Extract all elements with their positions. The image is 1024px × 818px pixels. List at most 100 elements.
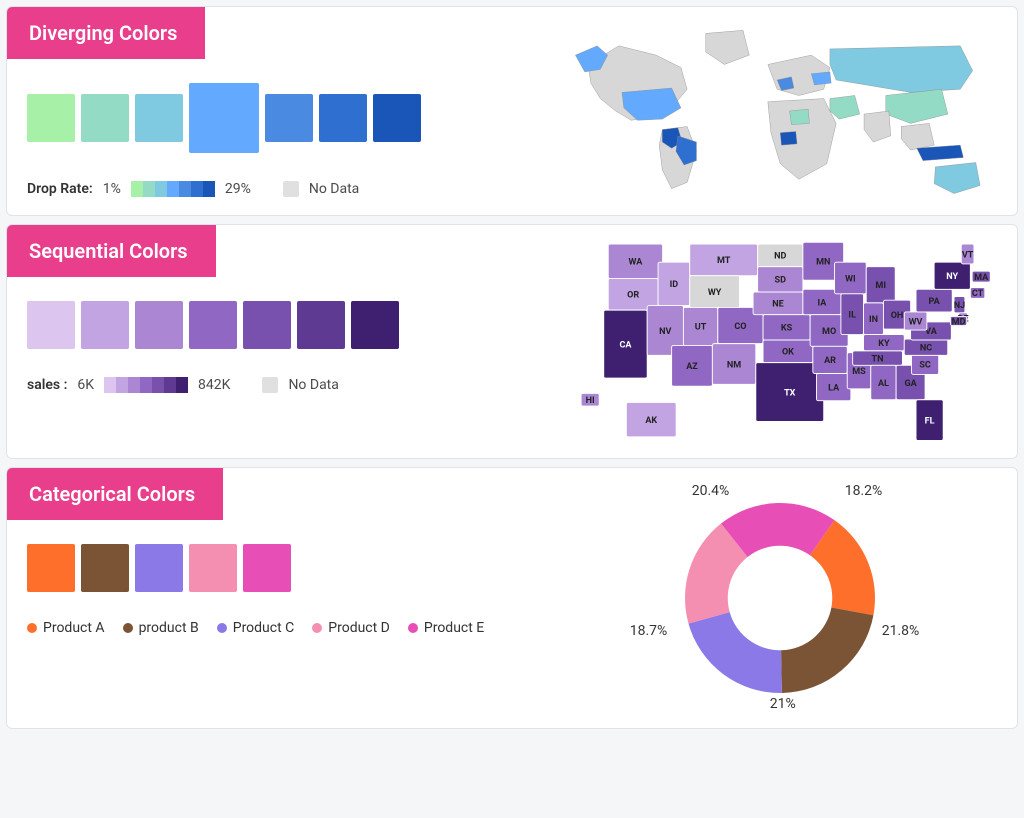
diverging-title: Diverging Colors bbox=[7, 7, 205, 59]
state-label-SC: SC bbox=[919, 361, 931, 371]
legend-dot bbox=[408, 623, 418, 633]
panel-categorical: Categorical Colors Product Aproduct BPro… bbox=[6, 467, 1018, 729]
legend-item: Product D bbox=[312, 620, 390, 636]
panel-diverging-inner: Diverging Colors Drop Rate: 1% 29% No Da… bbox=[7, 7, 1017, 215]
state-label-KY: KY bbox=[878, 339, 890, 349]
swatch bbox=[27, 544, 75, 592]
state-label-AK: AK bbox=[645, 416, 657, 426]
diverging-mini-ramp bbox=[131, 181, 215, 197]
sequential-swatches bbox=[7, 301, 563, 377]
state-label-NY: NY bbox=[946, 272, 958, 282]
swatch bbox=[243, 544, 291, 592]
swatch bbox=[319, 94, 367, 142]
world-region-greenland bbox=[705, 30, 748, 64]
world-region-middle-east bbox=[829, 95, 859, 119]
legend-label: Product C bbox=[233, 620, 295, 636]
world-region-nigeria bbox=[780, 131, 797, 145]
state-label-MI: MI bbox=[875, 281, 886, 291]
state-label-NE: NE bbox=[772, 300, 783, 310]
sequential-legend-label: sales : bbox=[27, 377, 67, 393]
legend-label: Product A bbox=[43, 620, 105, 636]
state-label-MD: MD bbox=[951, 317, 965, 327]
swatch bbox=[81, 544, 129, 592]
state-label-AR: AR bbox=[824, 356, 836, 366]
swatch bbox=[189, 301, 237, 349]
swatch bbox=[189, 83, 259, 153]
world-map bbox=[563, 21, 998, 201]
panel-diverging-right bbox=[563, 7, 1018, 215]
donut-label: 18.7% bbox=[630, 623, 668, 639]
swatch bbox=[351, 301, 399, 349]
legend-item: Product E bbox=[408, 620, 484, 636]
state-label-FL: FL bbox=[924, 416, 934, 426]
world-region-india bbox=[864, 111, 891, 142]
sequential-legend-max: 842K bbox=[198, 377, 230, 393]
state-label-NV: NV bbox=[659, 327, 671, 337]
state-label-MN: MN bbox=[816, 258, 830, 268]
legend-label: product B bbox=[139, 620, 199, 636]
donut-label: 18.2% bbox=[845, 483, 883, 499]
panel-sequential: Sequential Colors sales : 6K 842K No Dat… bbox=[6, 224, 1018, 459]
legend-dot bbox=[123, 623, 133, 633]
donut-label: 21.8% bbox=[882, 623, 920, 639]
diverging-legend-min: 1% bbox=[103, 181, 121, 197]
swatch bbox=[243, 301, 291, 349]
state-label-KS: KS bbox=[780, 324, 792, 334]
state-label-TN: TN bbox=[871, 354, 883, 364]
state-label-OK: OK bbox=[781, 348, 793, 358]
state-label-WA: WA bbox=[628, 258, 643, 268]
legend-label: Product D bbox=[328, 620, 390, 636]
world-region-china bbox=[885, 89, 947, 123]
sequential-nodata-label: No Data bbox=[288, 377, 338, 393]
state-label-CO: CO bbox=[734, 322, 746, 332]
state-label-UT: UT bbox=[694, 323, 706, 333]
swatch bbox=[27, 301, 75, 349]
state-label-IA: IA bbox=[817, 298, 827, 308]
state-label-WV: WV bbox=[908, 317, 922, 327]
donut-label: 21% bbox=[770, 696, 796, 712]
panel-diverging-left: Diverging Colors Drop Rate: 1% 29% No Da… bbox=[7, 7, 563, 215]
world-region-se-asia bbox=[901, 123, 934, 150]
state-label-IN: IN bbox=[868, 315, 877, 325]
swatch bbox=[81, 94, 129, 142]
legend-item: product B bbox=[123, 620, 199, 636]
state-label-OR: OR bbox=[627, 291, 639, 301]
swatch bbox=[135, 94, 183, 142]
categorical-title: Categorical Colors bbox=[7, 468, 223, 520]
us-map: WAORCANVIDMTWYUTAZCONMNDSDNEKSOKTXMNIAMO… bbox=[563, 235, 998, 448]
swatch bbox=[189, 544, 237, 592]
state-label-WI: WI bbox=[845, 274, 856, 284]
swatch bbox=[135, 544, 183, 592]
legend-dot bbox=[27, 623, 37, 633]
swatch bbox=[135, 301, 183, 349]
world-region-ukraine bbox=[811, 72, 831, 85]
donut-label: 20.4% bbox=[692, 483, 730, 499]
swatch bbox=[27, 94, 75, 142]
state-label-MS: MS bbox=[852, 367, 866, 377]
donut-slice bbox=[688, 612, 781, 693]
swatch bbox=[297, 301, 345, 349]
diverging-legend-label: Drop Rate: bbox=[27, 181, 93, 197]
panel-sequential-left: Sequential Colors sales : 6K 842K No Dat… bbox=[7, 225, 563, 458]
state-label-MT: MT bbox=[716, 256, 730, 266]
world-region-libya bbox=[789, 109, 809, 125]
sequential-legend-min: 6K bbox=[77, 377, 94, 393]
state-label-IL: IL bbox=[848, 310, 856, 320]
categorical-legend: Product A product B Product C Product D Prod… bbox=[7, 620, 563, 636]
panel-sequential-inner: Sequential Colors sales : 6K 842K No Dat… bbox=[7, 225, 1017, 458]
state-label-VT: VT bbox=[961, 250, 973, 260]
panel-sequential-right: WAORCANVIDMTWYUTAZCONMNDSDNEKSOKTXMNIAMO… bbox=[563, 225, 1018, 458]
swatch bbox=[373, 94, 421, 142]
donut-chart: 18.2% 21.8% 21% 18.7% 20.4% bbox=[620, 478, 940, 718]
state-label-NM: NM bbox=[726, 360, 740, 370]
state-label-HI: HI bbox=[585, 396, 594, 406]
state-label-PA: PA bbox=[928, 297, 940, 307]
donut-svg bbox=[660, 478, 900, 718]
swatch bbox=[265, 94, 313, 142]
sequential-nodata-box bbox=[262, 377, 278, 393]
legend-label: Product E bbox=[424, 620, 484, 636]
state-label-OH: OH bbox=[890, 311, 903, 321]
state-label-ND: ND bbox=[774, 252, 786, 262]
state-label-MA: MA bbox=[974, 273, 989, 283]
state-label-NJ: NJ bbox=[953, 301, 964, 311]
